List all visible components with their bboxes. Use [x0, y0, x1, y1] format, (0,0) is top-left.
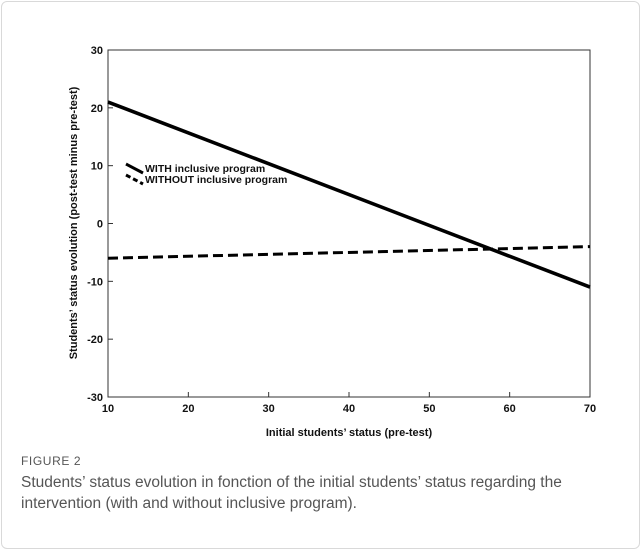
x-axis-ticks: 10 20 30 40 50 60 70 [102, 392, 596, 415]
y-tick-label: -30 [87, 392, 103, 404]
y-tick-label: 0 [97, 219, 103, 231]
line-chart: 10 20 30 40 50 60 70 30 20 10 0 -10 -20 -30 WITH inc… [68, 45, 596, 439]
y-tick-label: -20 [87, 334, 103, 346]
series-layer [107, 100, 591, 289]
figure-label: FIGURE 2 [21, 454, 82, 468]
chart-area: 10 20 30 40 50 60 70 30 20 10 0 -10 -20 -30 WITH inc… [68, 45, 596, 439]
x-tick-label: 20 [182, 403, 194, 415]
series-line-without [107, 245, 591, 260]
plot-frame [107, 49, 591, 398]
y-tick-label: -10 [87, 276, 103, 288]
y-axis-ticks: 30 20 10 0 -10 -20 -30 [87, 45, 113, 404]
legend-label-with: WITH inclusive program [145, 163, 265, 175]
y-tick-label: 20 [91, 103, 103, 115]
x-axis-title: Initial students’ status (pre-test) [266, 427, 433, 439]
x-tick-label: 60 [504, 403, 516, 415]
series-line-with [107, 100, 591, 289]
legend-swatch-with [125, 162, 144, 175]
y-axis-title: Students’ status evolution (post-test mi… [68, 86, 80, 359]
x-tick-label: 30 [263, 403, 275, 415]
x-tick-label: 10 [102, 403, 114, 415]
x-tick-label: 50 [423, 403, 435, 415]
y-tick-label: 30 [91, 45, 103, 57]
x-tick-label: 70 [584, 403, 596, 415]
legend-label-without: WITHOUT inclusive program [145, 174, 287, 186]
x-tick-label: 40 [343, 403, 355, 415]
figure-caption: Students’ status evolution in fonction o… [21, 474, 562, 512]
y-tick-label: 10 [91, 161, 103, 173]
legend-swatch-without [125, 173, 144, 186]
